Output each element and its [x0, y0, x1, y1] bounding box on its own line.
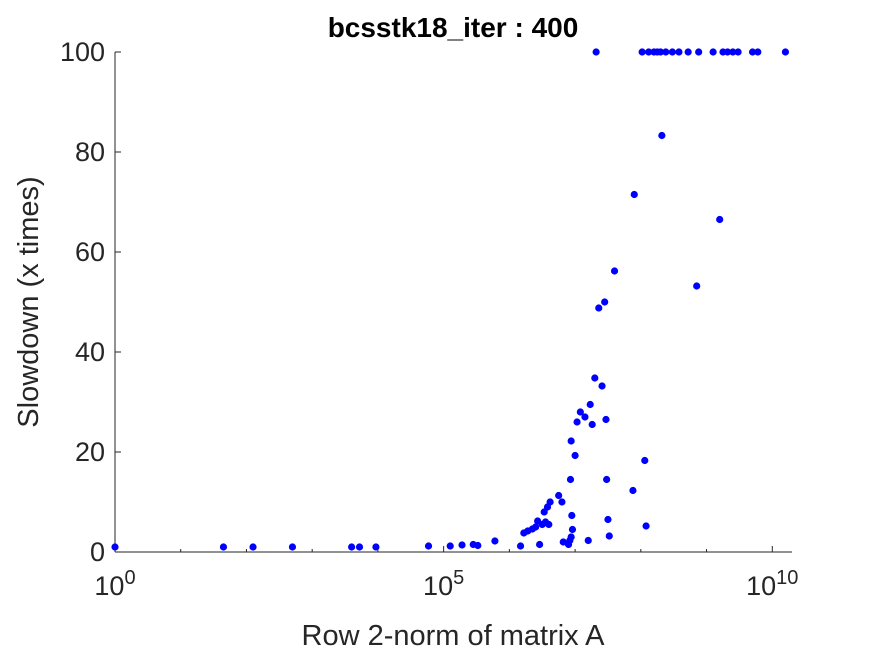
x-tick-exponent: 0 [124, 567, 135, 589]
x-axis-title: Row 2-norm of matrix A [302, 620, 606, 652]
data-point [645, 48, 653, 56]
data-point [641, 456, 649, 465]
data-point [571, 451, 579, 460]
data-point [576, 408, 584, 416]
data-point [355, 543, 364, 551]
chart-title: bcsstk18_iter : 400 [328, 12, 579, 43]
data-point [605, 532, 613, 540]
data-point [693, 282, 701, 290]
data-point [610, 267, 619, 275]
data-point [642, 522, 650, 530]
y-tick-label: 0 [90, 537, 105, 567]
y-tick-label: 60 [75, 237, 105, 267]
x-tick-base: 10 [746, 571, 776, 601]
data-point [532, 523, 540, 531]
data-point [424, 542, 433, 550]
data-point [591, 374, 599, 382]
data-point [629, 486, 637, 495]
data-point [630, 190, 638, 199]
data-point [734, 48, 742, 56]
plot-area [115, 52, 792, 552]
y-tick-label: 80 [75, 137, 105, 167]
data-point [604, 515, 612, 524]
data-point [723, 48, 732, 56]
data-point [709, 48, 717, 56]
data-point [516, 542, 525, 550]
data-point [754, 48, 762, 56]
data-point [658, 131, 666, 140]
data-point [567, 437, 575, 445]
data-point [781, 48, 790, 56]
data-point [567, 533, 575, 541]
data-point [348, 543, 356, 551]
data-point [684, 48, 692, 56]
data-point [581, 413, 589, 421]
data-point [586, 400, 594, 409]
data-point [458, 541, 466, 549]
x-tick-label: 105 [423, 567, 464, 601]
data-point [695, 48, 703, 56]
data-point [568, 511, 576, 520]
data-point [446, 542, 454, 550]
data-point [729, 48, 737, 56]
data-point [716, 215, 724, 224]
data-point [558, 498, 566, 506]
data-point [602, 415, 610, 424]
data-point [491, 537, 499, 545]
x-tick-exponent: 10 [776, 567, 798, 589]
data-point [573, 418, 581, 426]
data-point [588, 420, 596, 429]
data-points [111, 48, 790, 551]
x-tick-label: 1010 [746, 567, 798, 601]
data-point [555, 491, 563, 500]
data-point [638, 48, 646, 56]
x-tick-label: 100 [94, 567, 135, 601]
x-tick-base: 10 [94, 571, 124, 601]
axes [114, 52, 792, 553]
data-point [474, 541, 482, 550]
data-point [546, 498, 554, 506]
x-tick-base: 10 [423, 571, 453, 601]
data-point [662, 48, 670, 56]
data-point [675, 48, 683, 56]
data-point [668, 48, 676, 56]
data-point [603, 475, 611, 484]
data-point [584, 536, 592, 545]
data-point [219, 543, 228, 551]
data-point [288, 543, 297, 551]
y-tick-label: 20 [75, 437, 105, 467]
data-point [568, 525, 577, 534]
y-tick-label: 100 [60, 37, 105, 67]
data-point [748, 48, 757, 56]
data-point [111, 543, 119, 551]
data-point [372, 543, 380, 551]
data-point [545, 520, 553, 529]
y-tick-label: 40 [75, 337, 105, 367]
data-point [592, 48, 600, 56]
x-tick-exponent: 5 [453, 567, 464, 589]
data-point [601, 298, 609, 306]
data-point [598, 382, 606, 390]
y-axis-title: Slowdown (x times) [13, 176, 45, 427]
data-point [249, 543, 257, 551]
data-point [595, 304, 603, 312]
data-point [536, 540, 544, 549]
data-point [656, 48, 665, 56]
data-point [566, 475, 575, 484]
